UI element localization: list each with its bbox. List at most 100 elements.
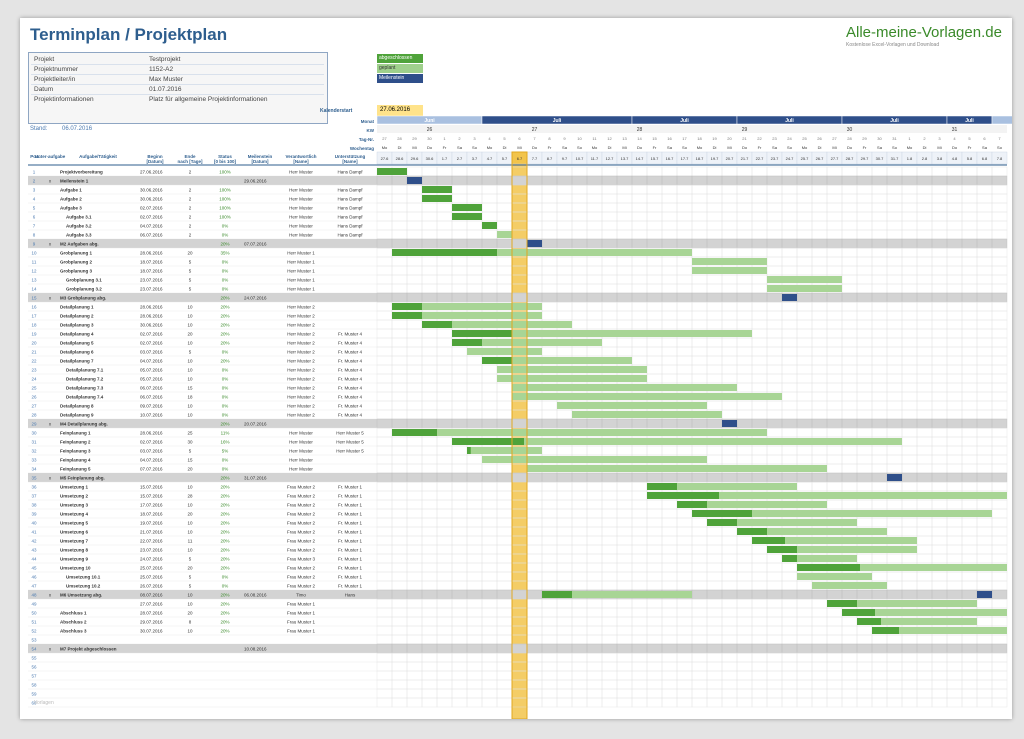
info-value[interactable]: Testprojekt [149, 56, 181, 63]
row-start[interactable]: 27.07.2016 [140, 602, 163, 607]
row-duration[interactable]: 10 [187, 629, 193, 634]
row-start[interactable]: 04.07.2016 [140, 359, 163, 364]
gantt-bar-planned[interactable] [692, 258, 767, 265]
row-duration[interactable]: 10 [187, 404, 193, 409]
row-duration[interactable]: 10 [187, 377, 193, 382]
row-duration[interactable]: 15 [187, 458, 193, 463]
row-start[interactable]: 23.07.2016 [140, 278, 163, 283]
row-status[interactable]: 20% [220, 629, 229, 634]
row-duration[interactable]: 5 [189, 575, 192, 580]
gantt-bar-planned[interactable] [467, 447, 542, 454]
row-task-name[interactable]: M6 Umsetzung abg. [60, 593, 102, 598]
row-support[interactable]: Fr. Muster 1 [338, 575, 363, 580]
row-status[interactable]: 100% [219, 215, 231, 220]
row-duration[interactable]: 5 [189, 278, 192, 283]
gantt-bar-planned[interactable] [737, 528, 887, 535]
gantt-milestone-marker[interactable] [782, 294, 797, 301]
gantt-bar-done[interactable] [737, 528, 767, 535]
row-responsible[interactable]: Herr Muster [289, 170, 313, 175]
row-start[interactable]: 02.07.2016 [140, 341, 163, 346]
row-milestone-date[interactable]: 20.07.2016 [244, 422, 267, 427]
gantt-bar-done[interactable] [422, 321, 452, 328]
row-duration[interactable]: 2 [189, 197, 192, 202]
row-support[interactable]: Fr. Muster 4 [338, 404, 363, 409]
gantt-bar-done[interactable] [452, 339, 482, 346]
gantt-bar-planned[interactable] [767, 276, 842, 283]
row-task-name[interactable]: M5 Feinplanung abg. [60, 476, 105, 481]
row-status[interactable]: 100% [219, 188, 231, 193]
row-responsible[interactable]: Frau Muster 2 [287, 566, 316, 571]
row-start[interactable]: 02.07.2016 [140, 215, 163, 220]
row-sub-marker[interactable]: x [49, 242, 52, 247]
row-status[interactable]: 0% [222, 368, 229, 373]
row-task-name[interactable]: Umsetzung 1 [60, 485, 89, 490]
column-header-sub[interactable]: [Datum] [252, 159, 269, 164]
row-task-name[interactable]: Projektvorbereitung [60, 170, 103, 175]
row-task-name[interactable]: Detailplanung 4 [60, 332, 94, 337]
row-start[interactable]: 24.07.2016 [140, 557, 163, 562]
row-sub-marker[interactable]: x [49, 296, 52, 301]
gantt-bar-done[interactable] [752, 537, 785, 544]
row-status[interactable]: 16% [220, 440, 229, 445]
row-duration[interactable]: 25 [187, 431, 193, 436]
row-duration[interactable]: 15 [187, 386, 193, 391]
row-duration[interactable]: 10 [187, 485, 193, 490]
row-responsible[interactable]: Herr Muster 2 [287, 359, 315, 364]
row-start[interactable]: 03.07.2016 [140, 350, 163, 355]
row-start[interactable]: 18.07.2016 [140, 260, 163, 265]
row-status[interactable]: 0% [222, 413, 229, 418]
row-start[interactable]: 06.07.2016 [140, 233, 163, 238]
row-responsible[interactable]: Herr Muster 2 [287, 368, 315, 373]
row-task-name[interactable]: Detailplanung 7.3 [66, 386, 104, 391]
row-milestone-date[interactable]: 07.07.2016 [244, 242, 267, 247]
row-responsible[interactable]: Herr Muster 2 [287, 323, 315, 328]
column-header[interactable]: Unterstützung [335, 154, 366, 159]
column-header-sub[interactable]: [0 bis 100] [214, 159, 237, 164]
column-header-sub[interactable]: nach [Tage] [178, 159, 203, 164]
row-responsible[interactable]: Herr Muster 2 [287, 314, 315, 319]
row-duration[interactable]: 2 [189, 224, 192, 229]
row-status[interactable]: 20% [220, 548, 229, 553]
column-header[interactable]: Verantwortlich [285, 154, 316, 159]
row-status[interactable]: 100% [219, 197, 231, 202]
row-milestone-date[interactable]: 10.08.2016 [244, 647, 267, 652]
row-duration[interactable]: 20 [187, 332, 193, 337]
row-status[interactable]: 0% [222, 287, 229, 292]
column-header[interactable]: Beginn [147, 154, 163, 159]
row-support[interactable]: Hans Dampf [337, 188, 363, 193]
row-task-name[interactable]: Umsetzung 3 [60, 503, 89, 508]
gantt-bar-done[interactable] [452, 213, 482, 220]
row-support[interactable]: Fr. Muster 4 [338, 377, 363, 382]
row-task-name[interactable]: M3 Grobplanung abg. [60, 296, 106, 301]
gantt-bar-planned[interactable] [647, 483, 797, 490]
row-responsible[interactable]: Herr Muster [289, 458, 313, 463]
gantt-milestone-marker[interactable] [407, 177, 422, 184]
row-responsible[interactable]: Frau Muster 1 [287, 620, 316, 625]
row-duration[interactable]: 20 [187, 512, 193, 517]
row-status[interactable]: 100% [219, 206, 231, 211]
row-status[interactable]: 20% [220, 503, 229, 508]
row-responsible[interactable]: Herr Muster 2 [287, 395, 315, 400]
gantt-bar-planned[interactable] [527, 465, 827, 472]
row-duration[interactable]: 10 [187, 359, 193, 364]
row-start[interactable]: 05.07.2016 [140, 368, 163, 373]
row-task-name[interactable]: Aufgabe 2 [60, 197, 82, 202]
row-start[interactable]: 02.07.2016 [140, 440, 163, 445]
gantt-bar-done[interactable] [482, 357, 512, 364]
row-responsible[interactable]: Herr Muster [289, 188, 313, 193]
row-status[interactable]: 0% [222, 404, 229, 409]
row-task-name[interactable]: Umsetzung 4 [60, 512, 89, 517]
row-support[interactable]: Fr. Muster 1 [338, 539, 363, 544]
row-responsible[interactable]: Frau Muster 2 [287, 575, 316, 580]
row-task-name[interactable]: Abschluss 1 [60, 611, 87, 616]
gantt-bar-planned[interactable] [572, 411, 722, 418]
gantt-bar-done[interactable] [767, 546, 797, 553]
row-task-name[interactable]: Feinplanung 2 [60, 440, 91, 445]
row-task-name[interactable]: Feinplanung 4 [60, 458, 91, 463]
row-start[interactable]: 10.07.2016 [140, 413, 163, 418]
row-status[interactable]: 0% [222, 467, 229, 472]
gantt-bar-done[interactable] [647, 492, 719, 499]
row-duration[interactable]: 5 [189, 350, 192, 355]
row-duration[interactable]: 10 [187, 413, 193, 418]
row-responsible[interactable]: Herr Muster 2 [287, 332, 315, 337]
